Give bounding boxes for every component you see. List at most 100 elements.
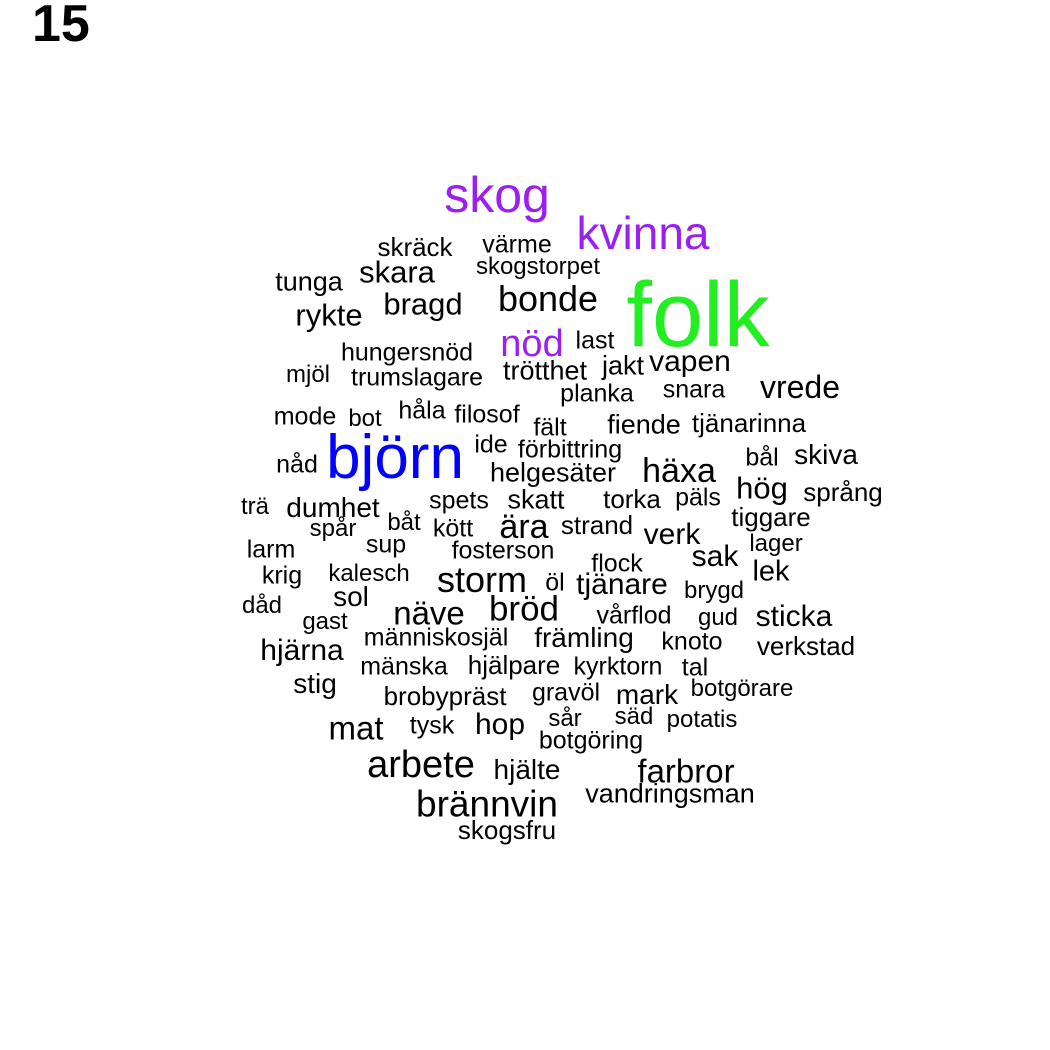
cloud-word: tiggare bbox=[731, 502, 811, 532]
cloud-word: häxa bbox=[642, 452, 716, 490]
cloud-word: trumslagare bbox=[351, 363, 483, 392]
cloud-word: mark bbox=[615, 679, 679, 710]
cloud-word: björn bbox=[326, 423, 464, 492]
cloud-word: hjärna bbox=[260, 634, 344, 667]
cloud-word: bragd bbox=[383, 286, 463, 322]
cloud-word: kalesch bbox=[328, 560, 410, 587]
cloud-word: tjänare bbox=[576, 568, 668, 601]
cloud-word: förbittring bbox=[517, 435, 623, 464]
cloud-word: verk bbox=[643, 518, 701, 551]
cloud-word: brygd bbox=[683, 577, 745, 604]
cloud-word: brännvin bbox=[416, 783, 558, 825]
cloud-word: kött bbox=[432, 514, 474, 543]
cloud-word: farbror bbox=[637, 752, 735, 790]
cloud-word: skogstorpet bbox=[475, 253, 601, 280]
cloud-word: vrede bbox=[759, 369, 841, 405]
cloud-word: hjälpare bbox=[467, 650, 561, 680]
cloud-word: krig bbox=[261, 561, 303, 590]
cloud-word: lek bbox=[752, 555, 790, 588]
cloud-word: skräck bbox=[377, 232, 453, 262]
cloud-word: lager bbox=[749, 530, 803, 557]
cloud-word: hjälte bbox=[493, 754, 561, 785]
cloud-word: bot bbox=[348, 405, 382, 432]
cloud-word: planka bbox=[560, 379, 634, 408]
cloud-word: vapen bbox=[649, 345, 731, 378]
cloud-word: dumhet bbox=[286, 492, 380, 523]
cloud-word: fiende bbox=[607, 409, 681, 440]
cloud-word: bonde bbox=[497, 278, 599, 319]
cloud-word: arbete bbox=[367, 744, 475, 786]
cloud-word: öl bbox=[545, 568, 565, 597]
cloud-word: knoto bbox=[661, 627, 723, 656]
cloud-word: botgörare bbox=[690, 675, 794, 702]
cloud-word: storm bbox=[437, 559, 527, 600]
cloud-word: hög bbox=[736, 470, 788, 506]
cloud-word: mode bbox=[273, 402, 337, 431]
cloud-word: fosterson bbox=[451, 536, 555, 565]
cloud-word: sak bbox=[691, 540, 739, 573]
cloud-word: gravöl bbox=[531, 678, 601, 707]
cloud-word: filosof bbox=[454, 400, 520, 429]
cloud-word: trä bbox=[240, 493, 270, 520]
cloud-word: brobypräst bbox=[383, 681, 507, 711]
cloud-word: vandringsman bbox=[585, 778, 755, 809]
cloud-word: tysk bbox=[409, 711, 455, 740]
cloud-word: mänska bbox=[360, 652, 448, 681]
cloud-word: båt bbox=[387, 509, 421, 536]
cloud-word: päls bbox=[675, 483, 721, 512]
cloud-word: tunga bbox=[275, 266, 343, 297]
cloud-word: sol bbox=[333, 581, 369, 612]
cloud-word: kyrktorn bbox=[573, 652, 663, 681]
cloud-word: skatt bbox=[507, 484, 565, 515]
cloud-word: sup bbox=[365, 530, 407, 559]
cloud-word: skog bbox=[444, 167, 550, 223]
cloud-word: jakt bbox=[601, 350, 645, 381]
cloud-word: människosjäl bbox=[363, 623, 509, 652]
cloud-word: strand bbox=[560, 510, 634, 540]
cloud-word: trötthet bbox=[502, 355, 588, 386]
cloud-word: potatis bbox=[666, 706, 738, 733]
cloud-word: flock bbox=[591, 549, 643, 578]
cloud-word: hop bbox=[474, 708, 526, 741]
page-number: 15 bbox=[32, 0, 90, 53]
cloud-word: gud bbox=[697, 604, 739, 631]
cloud-word: skogsfru bbox=[457, 815, 557, 845]
cloud-word: stig bbox=[293, 668, 337, 699]
cloud-word: skiva bbox=[794, 439, 858, 470]
cloud-word: främling bbox=[534, 622, 634, 653]
cloud-word: håla bbox=[398, 396, 446, 425]
cloud-word: nåd bbox=[276, 450, 318, 479]
cloud-word: hungersnöd bbox=[340, 338, 474, 367]
cloud-word: mat bbox=[328, 709, 384, 747]
cloud-word: fält bbox=[533, 413, 567, 442]
cloud-word: språng bbox=[803, 477, 883, 507]
cloud-word: rykte bbox=[295, 297, 363, 333]
cloud-word: nöd bbox=[500, 323, 564, 365]
cloud-word: botgöring bbox=[538, 726, 644, 755]
cloud-word: snara bbox=[662, 375, 726, 404]
cloud-word: ära bbox=[499, 508, 549, 546]
cloud-word: gast bbox=[302, 608, 348, 635]
cloud-word: torka bbox=[603, 484, 661, 514]
cloud-word: vårflod bbox=[596, 601, 672, 630]
cloud-word: spår bbox=[309, 515, 357, 542]
cloud-word: spets bbox=[429, 486, 489, 515]
cloud-word: kvinna bbox=[576, 207, 710, 259]
cloud-word: dåd bbox=[241, 592, 283, 619]
cloud-word: folk bbox=[626, 264, 770, 366]
cloud-word: bål bbox=[745, 443, 779, 472]
cloud-word: skara bbox=[359, 254, 435, 290]
cloud-word: tjänarinna bbox=[691, 408, 807, 438]
cloud-word: sår bbox=[548, 705, 582, 732]
cloud-word: sticka bbox=[755, 600, 833, 633]
cloud-word: last bbox=[575, 326, 615, 355]
cloud-word: värme bbox=[482, 230, 552, 259]
cloud-word: tal bbox=[681, 653, 709, 682]
cloud-word: ide bbox=[474, 430, 508, 459]
cloud-word: säd bbox=[614, 703, 654, 730]
cloud-word: bröd bbox=[488, 589, 560, 629]
cloud-word: helgesäter bbox=[489, 457, 617, 488]
cloud-word: larm bbox=[246, 535, 296, 564]
cloud-word: mjöl bbox=[285, 361, 331, 388]
